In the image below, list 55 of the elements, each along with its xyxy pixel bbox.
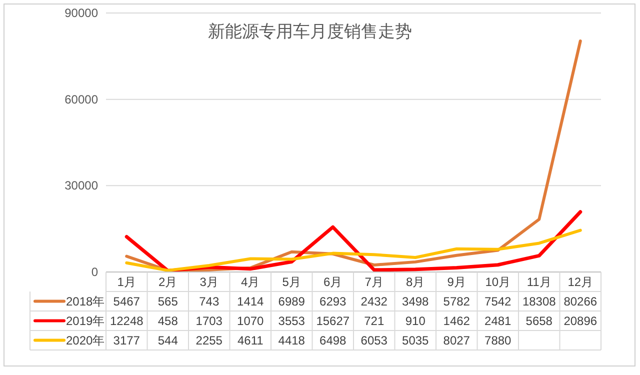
data-label: 4611: [237, 334, 264, 348]
data-label: 5035: [402, 334, 430, 348]
x-tick-label: 6月: [324, 275, 342, 289]
y-tick-label: 90000: [64, 6, 98, 20]
data-label: 5658: [526, 314, 553, 328]
legend-label: 2019年: [66, 314, 105, 328]
x-tick-label: 12月: [568, 275, 594, 289]
x-tick-label: 10月: [485, 275, 511, 289]
data-label: 7542: [484, 294, 512, 308]
data-label: 80266: [564, 294, 598, 308]
data-label: 5782: [443, 294, 470, 308]
y-tick-label: 30000: [64, 178, 98, 193]
data-label: 18308: [522, 294, 556, 308]
data-label: 4418: [278, 334, 306, 348]
y-tick-label: 60000: [64, 92, 98, 106]
data-label: 6989: [278, 294, 306, 308]
data-label: 3553: [278, 314, 306, 328]
legend-label: 2018年: [66, 294, 105, 308]
data-label: 565: [158, 294, 178, 308]
data-label: 1070: [237, 314, 264, 328]
x-tick-label: 1月: [117, 275, 136, 289]
data-label: 721: [364, 314, 384, 328]
data-label: 458: [158, 314, 178, 328]
x-tick-label: 4月: [241, 275, 260, 289]
data-label: 910: [405, 314, 426, 328]
data-label: 1703: [196, 314, 223, 328]
data-label: 8027: [443, 334, 470, 348]
legend-label: 2020年: [66, 334, 105, 348]
x-tick-label: 9月: [447, 275, 466, 289]
data-label: 7880: [484, 334, 512, 348]
data-label: 1462: [443, 314, 470, 328]
line-series: [125, 228, 582, 272]
x-tick-label: 8月: [406, 275, 425, 289]
data-label: 2432: [360, 294, 388, 308]
text: 新能源专用车月度销售走势: [208, 22, 412, 41]
x-tick-label: 3月: [200, 275, 218, 289]
data-label: 3498: [402, 294, 430, 308]
data-label: 15627: [316, 314, 350, 328]
data-label: 6293: [320, 294, 347, 308]
data-label: 1414: [237, 294, 264, 308]
data-label: 6498: [320, 334, 347, 348]
data-label: 6053: [360, 334, 388, 348]
data-label: 2255: [196, 334, 223, 348]
x-tick-label: 7月: [364, 275, 384, 289]
x-tick-label: 2月: [158, 275, 178, 289]
data-label: 5467: [113, 294, 140, 308]
data-label: 3177: [113, 334, 140, 348]
x-tick-label: 5月: [282, 275, 301, 289]
data-label: 743: [199, 294, 220, 308]
data-label: 544: [158, 334, 178, 348]
data-label: 2481: [484, 314, 512, 328]
data-label: 20896: [564, 314, 598, 328]
data-label: 12248: [110, 314, 144, 328]
y-tick-label: 0: [91, 265, 98, 279]
x-tick-label: 11月: [526, 275, 552, 289]
